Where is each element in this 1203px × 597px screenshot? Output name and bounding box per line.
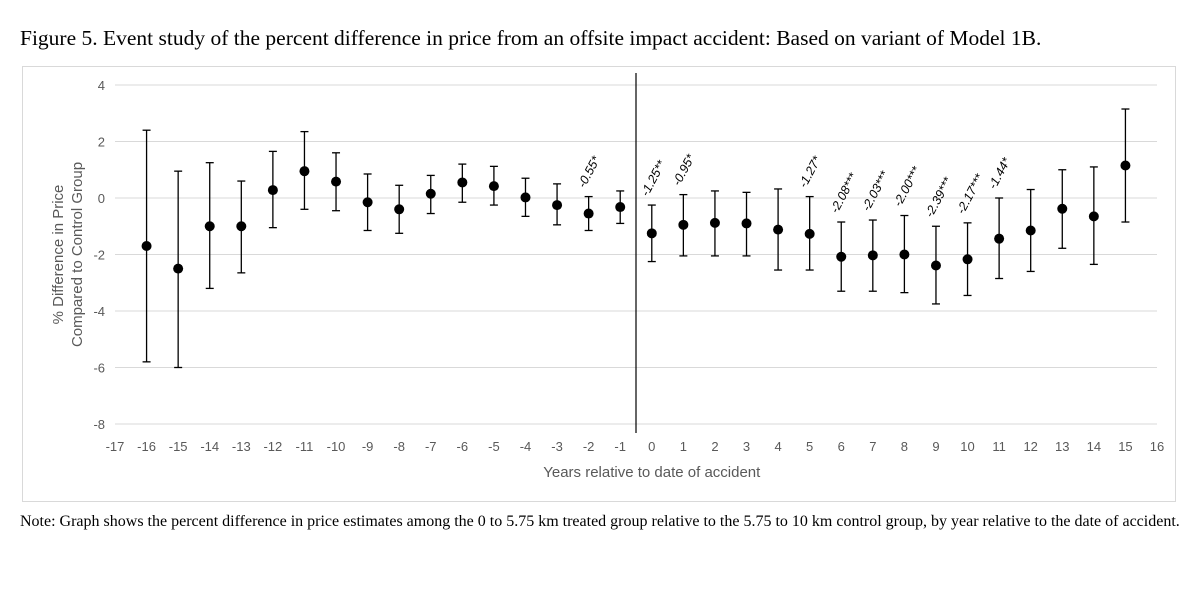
x-tick-label: 16	[1150, 439, 1164, 454]
x-tick-label: 3	[743, 439, 750, 454]
data-point	[488, 181, 499, 192]
significance-annotation: -0.95*	[670, 151, 699, 188]
data-point	[867, 250, 878, 261]
significance-annotation: -2.08***	[828, 170, 861, 216]
y-tick-label: 2	[98, 135, 105, 150]
data-point	[267, 185, 278, 196]
significance-annotation: -1.44*	[985, 154, 1014, 191]
significance-annotation: -2.39***	[922, 174, 955, 220]
x-tick-label: -15	[169, 439, 188, 454]
x-tick-label: -3	[551, 439, 563, 454]
x-tick-label: -11	[296, 439, 314, 454]
x-tick-label: 11	[992, 439, 1006, 454]
data-point	[173, 263, 184, 274]
data-point	[930, 260, 941, 271]
data-point	[709, 217, 720, 228]
significance-annotation: -2.17***	[954, 171, 987, 217]
significance-annotation: -1.27*	[796, 153, 825, 190]
x-tick-label: -10	[327, 439, 346, 454]
data-point	[362, 197, 373, 208]
y-axis-title-line-2: Compared to Control Group	[69, 162, 86, 347]
data-point	[646, 228, 657, 239]
data-point	[678, 219, 689, 230]
y-tick-label: 0	[98, 191, 105, 206]
x-tick-label: -1	[614, 439, 626, 454]
data-point	[615, 202, 626, 213]
y-tick-label: 4	[98, 78, 105, 93]
data-point	[425, 188, 436, 199]
x-tick-label: -8	[393, 439, 405, 454]
significance-annotation: -0.55*	[575, 153, 604, 190]
data-point	[836, 251, 847, 262]
x-tick-label: 7	[869, 439, 876, 454]
y-axis-title-line-1: % Difference in Price	[50, 185, 67, 325]
data-point	[204, 221, 215, 232]
x-tick-label: 12	[1023, 439, 1037, 454]
significance-annotation: -2.00***	[891, 163, 924, 209]
x-tick-label: -14	[200, 439, 219, 454]
data-point	[141, 241, 152, 252]
x-tick-label: 0	[648, 439, 655, 454]
data-point	[804, 228, 815, 239]
x-tick-label: 10	[960, 439, 974, 454]
data-point	[1025, 225, 1036, 236]
x-tick-label: 14	[1087, 439, 1101, 454]
chart-area: 4 2 0 -2 -4 -6 -8 -17 -16 -15 -14 -13 -12 -11 -10 -9 -8-…	[22, 66, 1176, 502]
x-tick-label: -4	[520, 439, 532, 454]
x-tick-label: 8	[901, 439, 908, 454]
x-tick-label: 15	[1118, 439, 1132, 454]
y-tick-label: -4	[93, 304, 105, 319]
figure-note: Note: Graph shows the percent difference…	[20, 513, 1180, 530]
x-tick-label: 13	[1055, 439, 1069, 454]
significance-annotation: -1.25**	[638, 157, 669, 198]
data-point	[299, 166, 310, 177]
data-point	[994, 233, 1005, 244]
figure-title: Figure 5. Event study of the percent dif…	[20, 26, 1042, 50]
data-point	[457, 177, 468, 188]
data-point	[331, 176, 342, 187]
x-tick-label: -17	[106, 439, 125, 454]
x-tick-label: 6	[838, 439, 845, 454]
data-point	[962, 254, 973, 265]
data-point	[1057, 203, 1068, 214]
data-point	[236, 221, 247, 232]
data-point	[1088, 211, 1099, 222]
x-tick-label: -7	[425, 439, 437, 454]
x-tick-label: 9	[932, 439, 939, 454]
x-tick-label: 2	[711, 439, 718, 454]
x-tick-label: 5	[806, 439, 813, 454]
data-point	[394, 204, 405, 215]
x-axis-title: Years relative to date of accident	[543, 464, 761, 481]
data-point	[773, 224, 784, 235]
x-tick-label: 4	[774, 439, 781, 454]
x-tick-label: -6	[457, 439, 469, 454]
x-tick-label: 1	[680, 439, 687, 454]
x-tick-label: -12	[263, 439, 282, 454]
data-point	[1120, 160, 1131, 171]
data-point	[899, 249, 910, 260]
data-point	[741, 218, 752, 229]
data-point	[552, 200, 563, 211]
x-tick-label: -13	[232, 439, 251, 454]
data-point	[583, 208, 594, 219]
y-tick-label: -2	[93, 248, 105, 263]
x-tick-label: -16	[137, 439, 156, 454]
x-tick-label: -9	[362, 439, 374, 454]
data-point	[520, 192, 531, 203]
y-tick-label: -6	[93, 361, 105, 376]
significance-annotation: -2.03***	[859, 168, 892, 214]
x-tick-label: -5	[488, 439, 500, 454]
x-tick-label: -2	[583, 439, 595, 454]
event-study-chart: 420-2-4-6-8-17 -16 -15 -14 -13 -12 -11 -10 -9 -8-…	[50, 73, 1164, 481]
y-tick-label: -8	[93, 417, 105, 432]
